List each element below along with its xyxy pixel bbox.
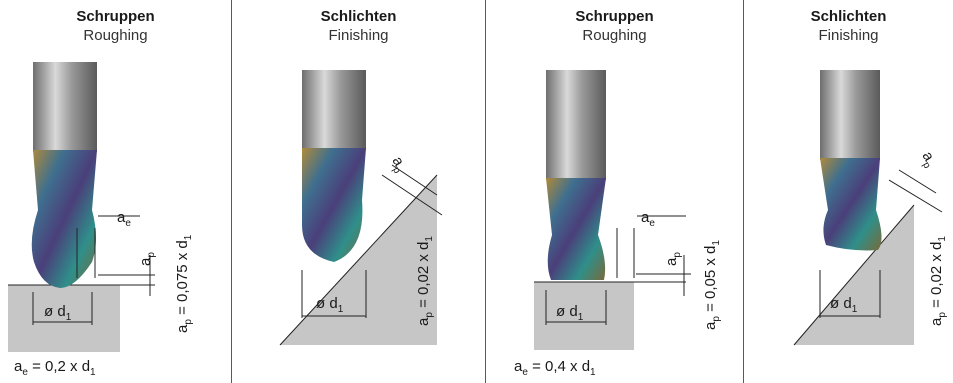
- panel-roughing-ball: Schruppen Roughing ae ap: [0, 0, 231, 383]
- tool-cutter: [546, 178, 606, 280]
- roughing-ball-diagram: ae ap ø d1 ap = 0,075 x d1 ae = 0,2 x d1: [8, 62, 194, 378]
- finishing-torus-diagram: ap ø d1 ap = 0,02 x d1: [793, 70, 948, 346]
- panel-finishing-ball: Schlichten Finishing ap ø d1 ap = 0,02 x…: [232, 0, 485, 383]
- ap-label: ap: [663, 252, 683, 266]
- panel-title: Schlichten: [810, 8, 887, 25]
- ap-formula: ap = 0,05 x d1: [702, 240, 722, 330]
- diameter-label: ø d1: [316, 295, 344, 315]
- tool-shank: [546, 70, 606, 180]
- workpiece: [534, 282, 634, 350]
- diameter-label: ø d1: [556, 303, 584, 323]
- ae-label: ae: [641, 209, 655, 229]
- panel-roughing-torus: Schruppen Roughing ae ap ø d1 ap = 0,05 …: [486, 0, 743, 383]
- ap-formula: ap = 0,02 x d1: [928, 236, 948, 326]
- panel-subtitle: Roughing: [83, 27, 148, 44]
- panel-subtitle: Roughing: [582, 27, 647, 44]
- roughing-torus-diagram: ae ap ø d1 ap = 0,05 x d1 ae = 0,4 x d1: [514, 70, 722, 378]
- tool-shank: [820, 70, 880, 160]
- panel-title: Schruppen: [575, 8, 654, 25]
- ae-label: ae: [117, 209, 131, 229]
- ap-formula: ap = 0,075 x d1: [174, 234, 194, 333]
- tool-cutter: [302, 148, 366, 262]
- tool-cutter: [31, 150, 97, 288]
- panel-title: Schruppen: [76, 8, 155, 25]
- panel-divider-2: [485, 0, 486, 383]
- diameter-label: ø d1: [44, 303, 72, 323]
- panel-divider-3: [743, 0, 744, 383]
- ap-label: ap: [916, 149, 940, 171]
- panel-subtitle: Finishing: [818, 27, 879, 44]
- tool-shank: [33, 62, 97, 152]
- ap-formula: ap = 0,02 x d1: [415, 236, 435, 326]
- diameter-label: ø d1: [830, 295, 858, 315]
- ae-formula: ae = 0,2 x d1: [14, 358, 96, 378]
- ap-label: ap: [386, 154, 410, 176]
- panel-subtitle: Finishing: [328, 27, 389, 44]
- ae-formula: ae = 0,4 x d1: [514, 358, 596, 378]
- tool-shank: [302, 70, 366, 150]
- finishing-ball-diagram: ap ø d1 ap = 0,02 x d1: [279, 70, 443, 346]
- tool-cutter: [820, 158, 882, 251]
- ap-label: ap: [137, 252, 157, 266]
- panel-finishing-torus: Schlichten Finishing ap ø d1 ap = 0,02 x…: [744, 0, 953, 383]
- panel-divider-1: [231, 0, 232, 383]
- panel-title: Schlichten: [320, 8, 397, 25]
